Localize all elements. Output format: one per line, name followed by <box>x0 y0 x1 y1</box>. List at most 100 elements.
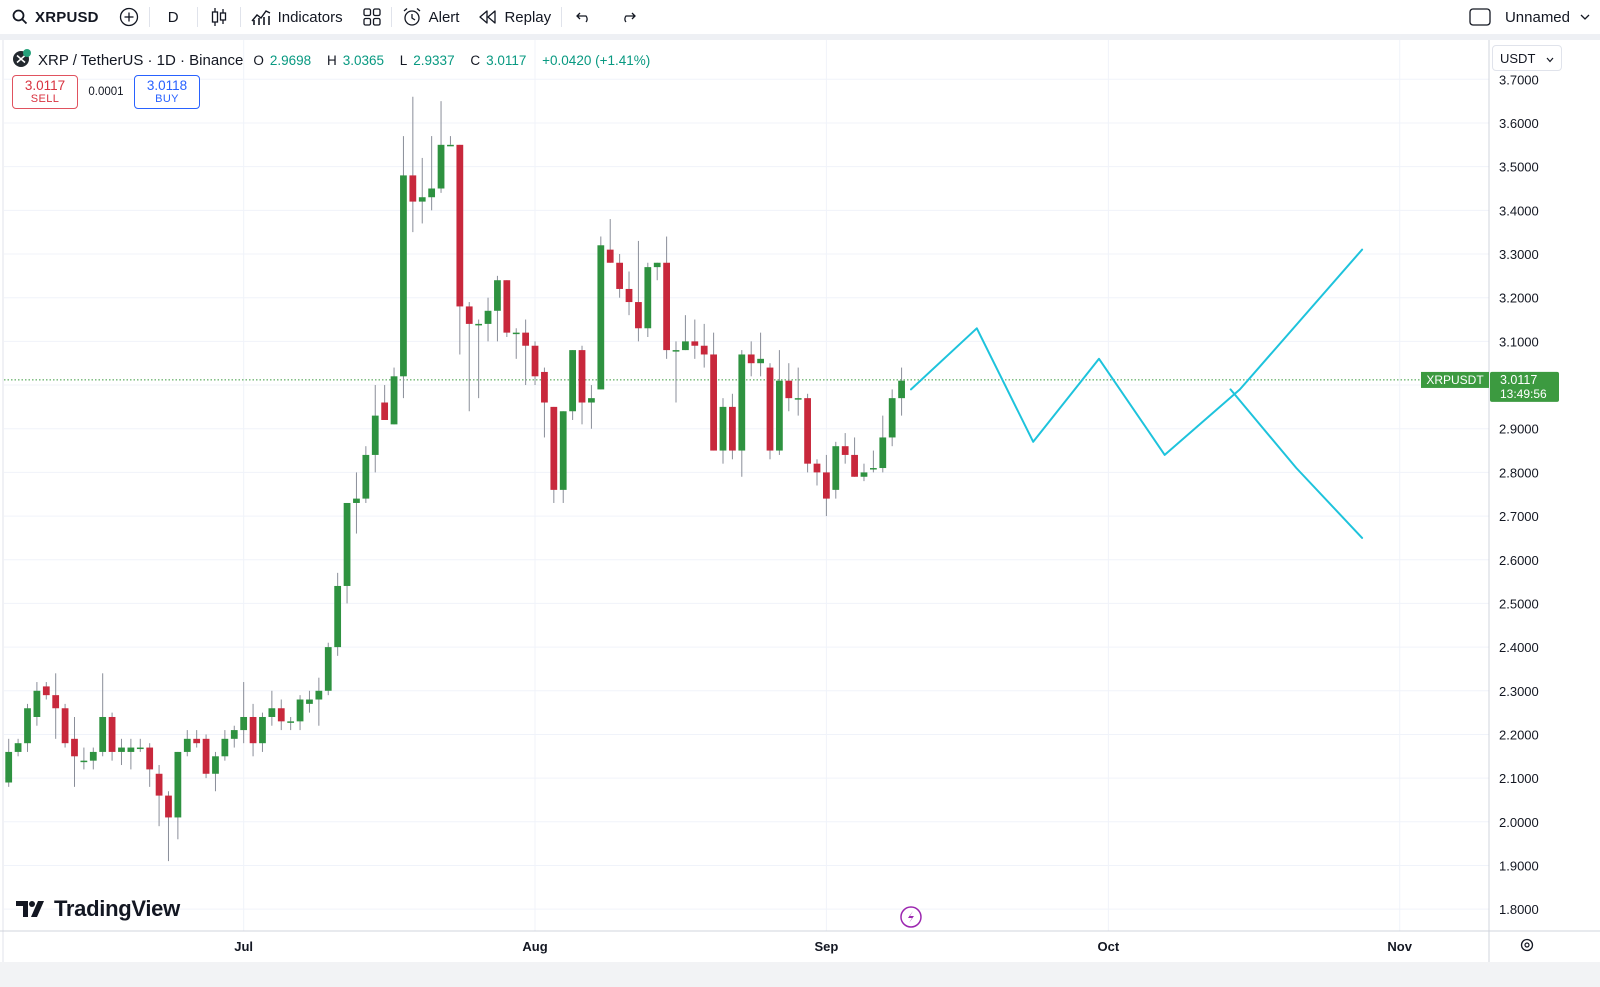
candle <box>89 747 97 770</box>
candle <box>888 389 896 447</box>
time-tick-label: Oct <box>1098 939 1120 954</box>
candle-body <box>61 708 69 744</box>
candle-body <box>578 350 586 403</box>
open-key: O <box>253 52 264 68</box>
time-tick-label: Nov <box>1387 939 1412 954</box>
candle <box>757 332 764 377</box>
candle-body <box>381 402 389 420</box>
interval-button[interactable]: D <box>150 0 197 34</box>
price-tick-label: 3.6000 <box>1499 116 1539 131</box>
candle-body <box>390 376 398 425</box>
top-toolbar: XRPUSD D Indicators Alert Re <box>0 0 1600 34</box>
bottom-panel-strip <box>0 962 1600 987</box>
candle <box>447 136 454 147</box>
price-chart[interactable]: 3.7000 3.6000 3.5000 3.4000 3.3000 3.2000 3.10… <box>0 40 1600 987</box>
candle <box>390 367 398 425</box>
candle <box>531 341 539 386</box>
alert-label: Alert <box>428 8 460 26</box>
buy-price: 3.0118 <box>146 78 188 93</box>
lightning-icon <box>907 911 914 923</box>
chart-type-button[interactable] <box>198 0 240 34</box>
projection-main <box>910 248 1364 456</box>
symbol-search[interactable]: XRPUSD <box>0 0 109 34</box>
candle-body <box>268 708 276 717</box>
price-tick-label: 2.9000 <box>1499 422 1539 437</box>
candle-body <box>888 398 896 438</box>
candle-body <box>334 585 342 648</box>
price-tick-label: 1.9000 <box>1499 858 1539 873</box>
sell-button[interactable]: 3.0117 SELL <box>12 75 78 109</box>
candle-body <box>653 262 661 268</box>
price-tick-label: 2.7000 <box>1499 509 1539 524</box>
indicators-button[interactable]: Indicators <box>241 0 353 34</box>
currency-select[interactable]: USDT <box>1492 45 1562 71</box>
candle <box>165 791 172 862</box>
candle <box>738 350 746 477</box>
candle-body <box>869 468 877 470</box>
candle-body <box>212 756 219 774</box>
candle <box>653 262 661 281</box>
candle <box>700 323 708 368</box>
buy-button[interactable]: 3.0118 BUY <box>134 75 200 109</box>
price-tick-label: 3.2000 <box>1499 291 1539 306</box>
time-tick-label: Sep <box>814 939 838 954</box>
undo-button[interactable] <box>562 0 606 34</box>
candle-body <box>155 773 163 796</box>
price-tick-label: 3.3000 <box>1499 247 1539 262</box>
spread-value: 0.0001 <box>88 86 124 98</box>
replay-button[interactable]: Replay <box>469 0 561 34</box>
candle <box>296 695 304 731</box>
candle <box>606 219 614 263</box>
candle-body <box>682 341 689 351</box>
candle-body <box>353 498 360 503</box>
candle-body <box>672 350 680 352</box>
layout-name-button[interactable]: Unnamed <box>1459 0 1600 34</box>
replay-icon <box>479 10 497 24</box>
candle <box>823 454 830 517</box>
compare-symbol-button[interactable] <box>109 0 149 34</box>
candle <box>494 275 501 342</box>
candle-body <box>757 358 764 364</box>
layouts-button[interactable] <box>353 0 391 34</box>
candle <box>663 236 670 359</box>
candle-body <box>324 647 332 691</box>
candle <box>221 730 229 761</box>
candle <box>747 341 755 377</box>
candle-body <box>418 197 426 202</box>
tradingview-logo[interactable]: TradingView <box>16 896 180 922</box>
checkbox-icon[interactable] <box>1469 8 1491 26</box>
candle <box>400 136 407 399</box>
candle-body <box>860 472 868 477</box>
candle <box>324 642 332 696</box>
buy-label: BUY <box>155 93 179 105</box>
candle-body <box>259 716 266 744</box>
candle-body <box>484 310 492 324</box>
layout-name: Unnamed <box>1504 8 1570 26</box>
candle <box>409 96 417 233</box>
redo-button[interactable] <box>606 0 650 34</box>
symbol-description[interactable]: XRP / TetherUS · 1D · Binance <box>38 51 244 69</box>
symbol-tag-text: XRPUSDT <box>1426 373 1484 387</box>
candle <box>146 743 154 787</box>
toolbar-separator <box>239 7 241 27</box>
trade-panel: 3.0117 SELL 0.0001 3.0118 BUY <box>12 75 200 109</box>
time-tick-label: Jul <box>234 939 253 954</box>
chevron-down-icon <box>1546 51 1554 66</box>
alert-button[interactable]: Alert <box>392 0 470 34</box>
candle <box>832 441 840 499</box>
candle <box>729 393 736 460</box>
candle-body <box>785 380 793 399</box>
candle-body <box>841 446 849 455</box>
candle-body <box>559 411 567 490</box>
candle <box>550 406 558 503</box>
xrp-logo-icon <box>12 48 32 72</box>
candle-body <box>597 245 605 390</box>
candle <box>578 345 586 425</box>
candle <box>672 341 680 403</box>
candles-icon <box>210 7 228 27</box>
candle-body <box>71 738 78 757</box>
chart-grid <box>4 40 1489 931</box>
candle <box>14 738 22 757</box>
candle <box>785 363 793 412</box>
